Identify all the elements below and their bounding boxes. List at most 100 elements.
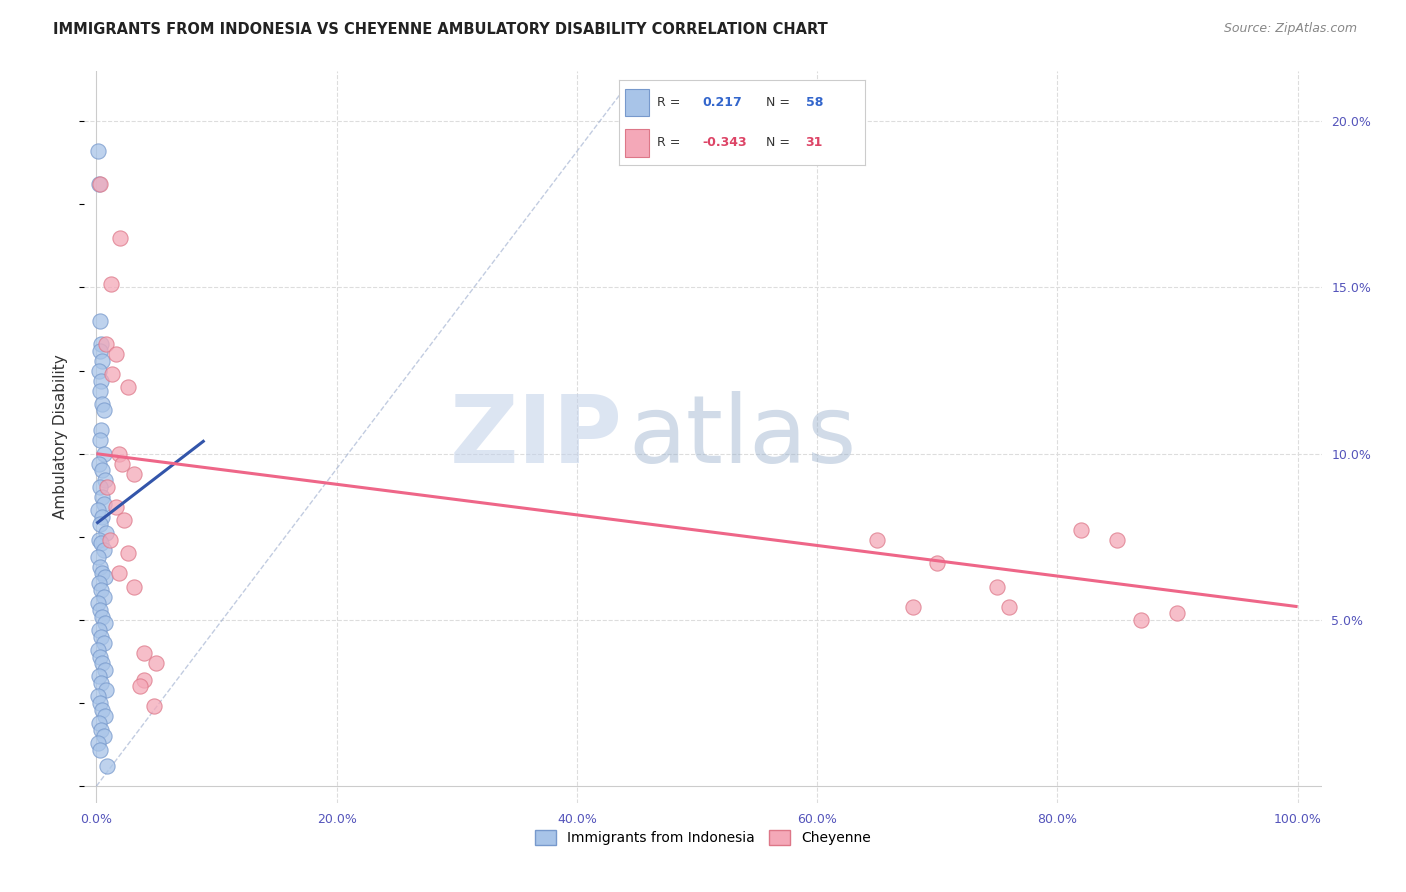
Point — [91, 609, 114, 624]
Point — [1107, 533, 1129, 548]
Point — [89, 516, 111, 531]
Point — [117, 546, 139, 560]
Point — [94, 526, 117, 541]
Text: ZIP: ZIP — [450, 391, 623, 483]
Point — [104, 347, 127, 361]
Point — [93, 729, 115, 743]
Point — [86, 596, 108, 610]
Bar — [624, 89, 650, 116]
Point — [89, 559, 111, 574]
Point — [93, 590, 115, 604]
Point — [998, 599, 1021, 614]
Point — [89, 178, 111, 192]
Point — [90, 582, 112, 597]
Point — [101, 367, 124, 381]
Text: Source: ZipAtlas.com: Source: ZipAtlas.com — [1223, 22, 1357, 36]
Text: N =: N = — [766, 136, 790, 150]
Text: IMMIGRANTS FROM INDONESIA VS CHEYENNE AMBULATORY DISABILITY CORRELATION CHART: IMMIGRANTS FROM INDONESIA VS CHEYENNE AM… — [53, 22, 828, 37]
Point — [93, 447, 115, 461]
Point — [89, 314, 111, 328]
Point — [110, 230, 132, 244]
Text: R =: R = — [657, 95, 681, 109]
Point — [89, 603, 111, 617]
Point — [94, 337, 117, 351]
Text: N =: N = — [766, 95, 790, 109]
Point — [94, 682, 117, 697]
Bar — [624, 129, 650, 157]
Point — [94, 709, 117, 723]
Point — [90, 676, 112, 690]
Point — [122, 467, 145, 481]
Point — [94, 616, 117, 631]
Point — [86, 643, 108, 657]
Point — [87, 533, 110, 548]
Point — [91, 509, 114, 524]
Point — [93, 636, 115, 650]
Point — [128, 680, 150, 694]
Point — [1130, 613, 1153, 627]
Point — [86, 549, 108, 564]
Text: -0.343: -0.343 — [703, 136, 747, 150]
Point — [94, 663, 117, 677]
Point — [122, 580, 145, 594]
Point — [145, 656, 167, 670]
Point — [90, 374, 112, 388]
Point — [91, 490, 114, 504]
Point — [96, 480, 118, 494]
Point — [91, 397, 114, 411]
Point — [91, 463, 114, 477]
Point — [927, 557, 949, 571]
Point — [94, 570, 117, 584]
Point — [1166, 607, 1188, 621]
Point — [90, 723, 112, 737]
Point — [87, 576, 110, 591]
Point — [986, 580, 1008, 594]
Point — [98, 533, 121, 548]
Point — [91, 566, 114, 581]
Point — [86, 736, 108, 750]
Point — [90, 630, 112, 644]
Point — [1070, 523, 1092, 537]
Text: atlas: atlas — [628, 391, 858, 483]
Point — [89, 649, 111, 664]
Text: 31: 31 — [806, 136, 823, 150]
Point — [143, 699, 166, 714]
Point — [89, 434, 111, 448]
Point — [87, 457, 110, 471]
Text: R =: R = — [657, 136, 681, 150]
Point — [87, 716, 110, 731]
Point — [91, 353, 114, 368]
Point — [86, 690, 108, 704]
Point — [96, 759, 118, 773]
Point — [90, 337, 112, 351]
Point — [87, 363, 110, 377]
Point — [91, 703, 114, 717]
Point — [87, 669, 110, 683]
Point — [93, 497, 115, 511]
Point — [86, 503, 108, 517]
Point — [87, 623, 110, 637]
Point — [110, 457, 132, 471]
Point — [108, 447, 131, 461]
Point — [89, 480, 111, 494]
Point — [903, 599, 925, 614]
Point — [89, 384, 111, 398]
Point — [100, 277, 122, 292]
Point — [89, 343, 111, 358]
Point — [86, 144, 108, 158]
Point — [134, 646, 156, 660]
Legend: Immigrants from Indonesia, Cheyenne: Immigrants from Indonesia, Cheyenne — [530, 825, 876, 851]
Point — [108, 566, 131, 581]
Point — [90, 536, 112, 550]
Point — [866, 533, 889, 548]
Point — [89, 742, 111, 756]
Point — [117, 380, 139, 394]
Point — [94, 473, 117, 487]
Point — [93, 403, 115, 417]
Text: 58: 58 — [806, 95, 823, 109]
Y-axis label: Ambulatory Disability: Ambulatory Disability — [53, 355, 69, 519]
Point — [134, 673, 156, 687]
Point — [90, 424, 112, 438]
Point — [89, 696, 111, 710]
Point — [104, 500, 127, 514]
